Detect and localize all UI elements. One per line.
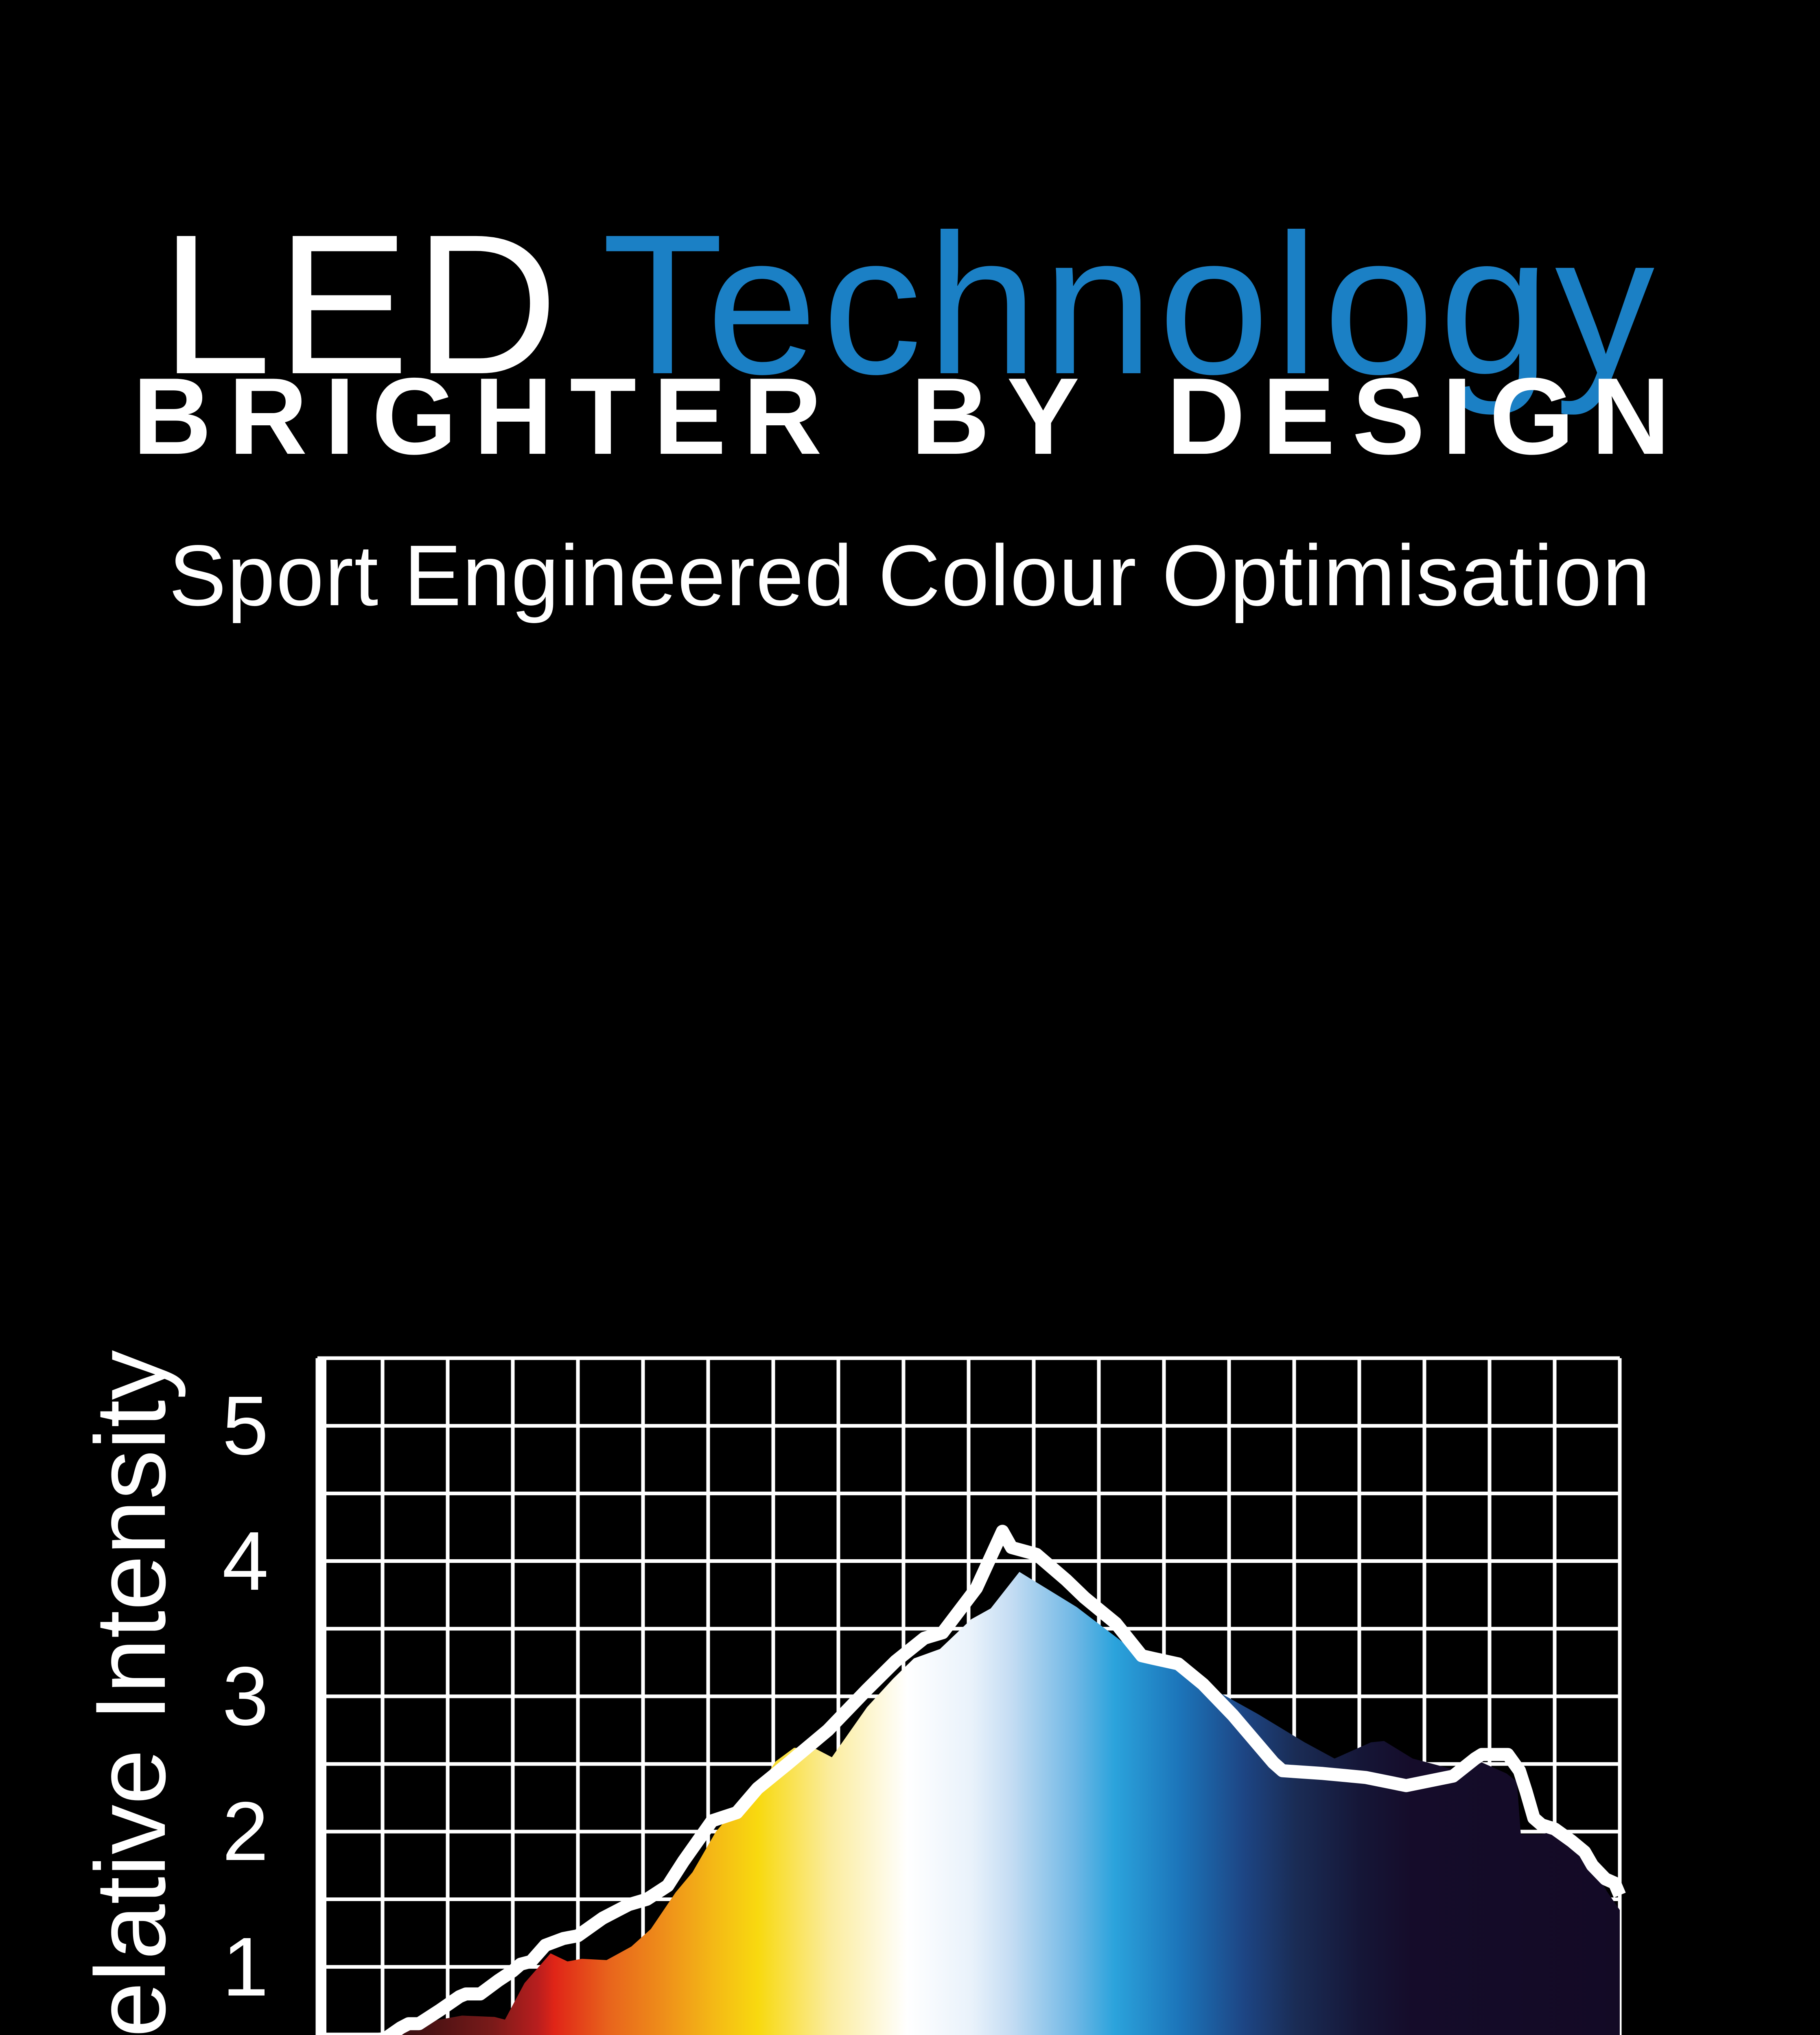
- y-axis-title: Relative Intensity: [74, 1350, 186, 2035]
- tagline-sport-engineered: Sport Engineered Colour Optimisation: [168, 527, 1652, 624]
- kelvin-intensity-chart: Relative Intensity 012345 0°K3000°K8000°…: [0, 651, 1820, 2035]
- spectrum-chart-svg: [315, 1356, 1626, 2035]
- page-title: LED Technology: [0, 195, 1820, 414]
- plot-area: [315, 1356, 1626, 2035]
- title-technology: Technology: [602, 193, 1660, 416]
- y-tick-5: 5: [222, 1379, 269, 1473]
- y-tick-2: 2: [222, 1785, 269, 1878]
- y-tick-4: 4: [222, 1514, 269, 1608]
- y-tick-3: 3: [222, 1649, 269, 1743]
- y-tick-1: 1: [222, 1920, 269, 2013]
- title-led: LED: [160, 193, 563, 416]
- led-technology-infographic: LED Technology BRIGHTER BY DESIGN Sport E…: [0, 194, 1820, 2035]
- subtitle-brighter-by-design: BRIGHTER BY DESIGN: [133, 355, 1687, 477]
